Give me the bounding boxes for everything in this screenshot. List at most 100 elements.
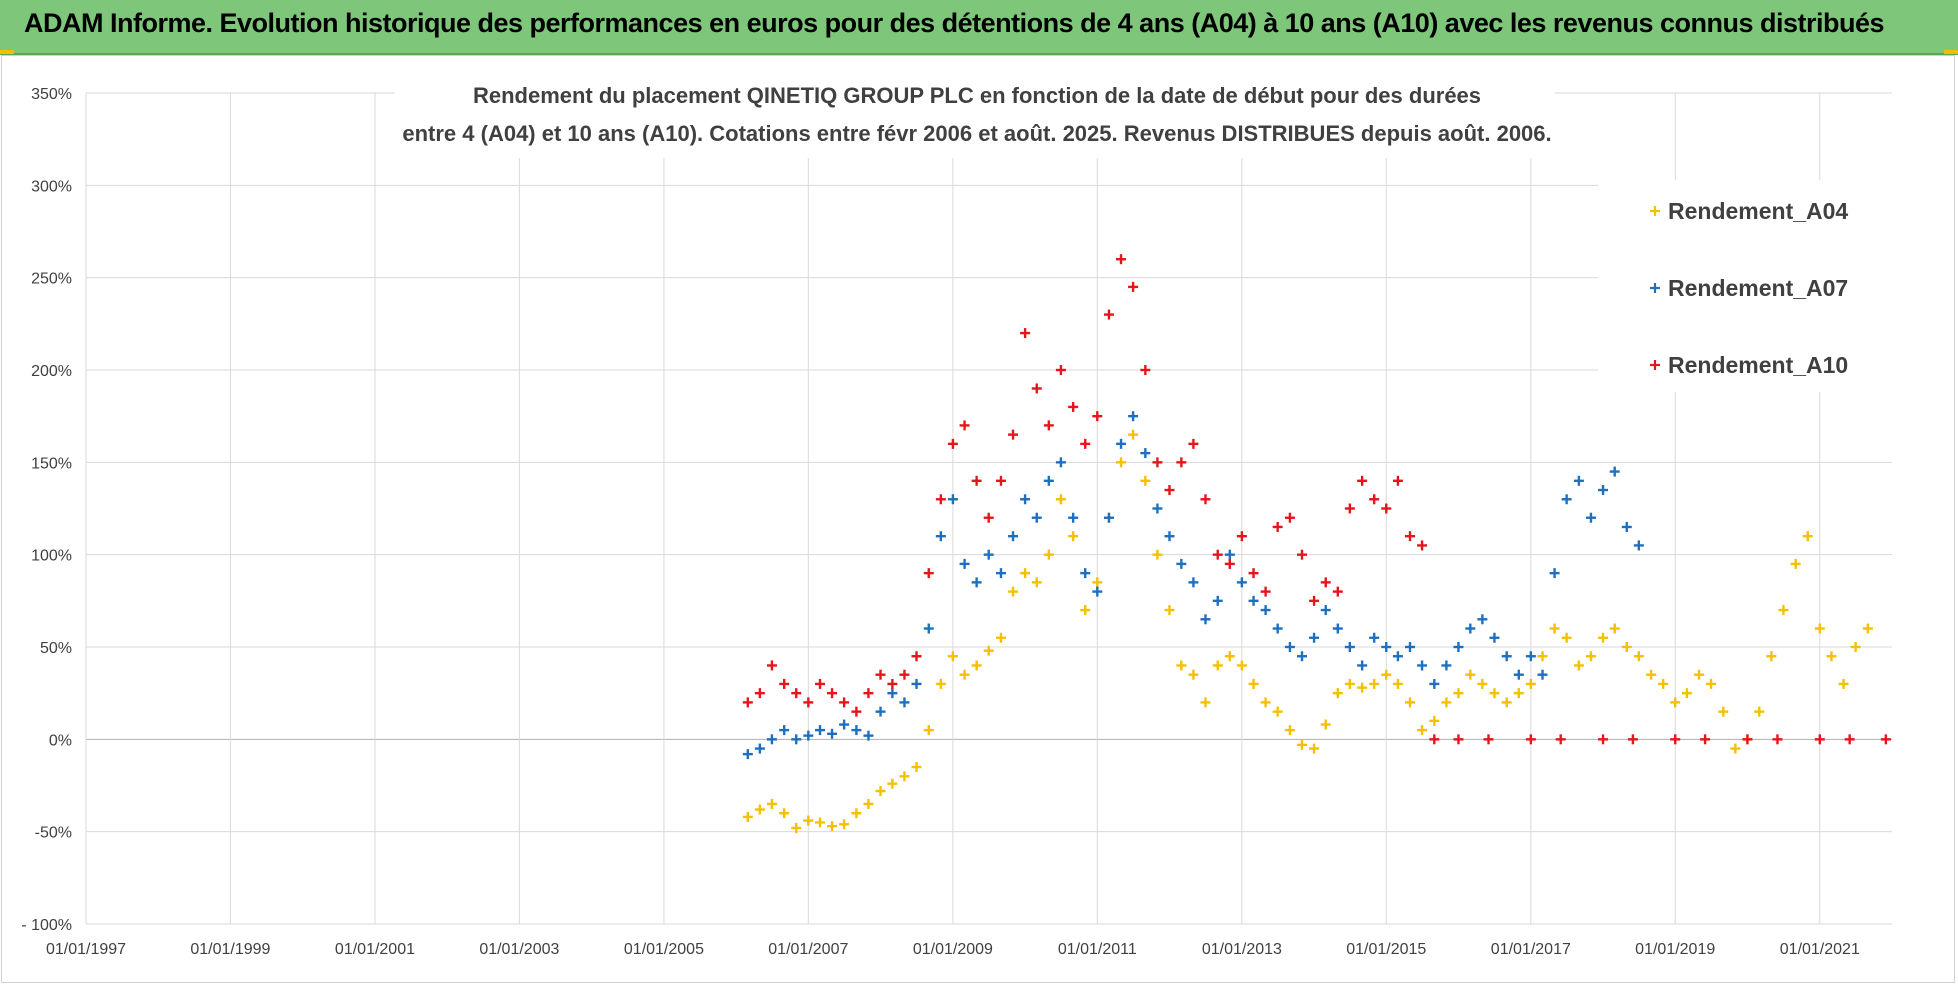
data-point-Rendement_A07: [887, 688, 898, 699]
data-point-Rendement_A07: [1152, 503, 1163, 514]
data-point-Rendement_A07: [1429, 678, 1440, 689]
data-point-Rendement_A07: [1609, 466, 1620, 477]
data-point-Rendement_A07: [851, 725, 862, 736]
data-point-Rendement_A10: [1555, 734, 1566, 745]
data-point-Rendement_A07: [1068, 512, 1079, 523]
data-point-Rendement_A10: [1080, 438, 1091, 449]
data-point-Rendement_A07: [1128, 411, 1139, 422]
data-point-Rendement_A07: [1453, 642, 1464, 652]
banner-corner-mark-right: [1944, 50, 1958, 54]
data-point-Rendement_A04: [1598, 632, 1609, 643]
data-point-Rendement_A10: [1483, 734, 1494, 745]
data-point-Rendement_A04: [1224, 651, 1235, 662]
data-point-Rendement_A10: [1008, 429, 1019, 440]
data-point-Rendement_A04: [1681, 688, 1692, 699]
data-point-Rendement_A07: [863, 730, 874, 741]
data-point-Rendement_A10: [754, 688, 765, 699]
data-point-Rendement_A10: [766, 660, 777, 671]
chart-series: [742, 254, 1891, 833]
x-tick-label: 01/01/2007: [768, 941, 848, 958]
data-point-Rendement_A04: [1236, 660, 1247, 671]
y-tick-label: 0%: [49, 732, 72, 749]
data-point-Rendement_A07: [1489, 632, 1500, 643]
data-point-Rendement_A10: [1404, 531, 1415, 542]
data-point-Rendement_A10: [1844, 734, 1855, 745]
data-point-Rendement_A04: [1693, 669, 1704, 680]
data-point-Rendement_A04: [1344, 678, 1355, 689]
y-tick-label: 200%: [31, 363, 72, 380]
data-point-Rendement_A04: [1730, 743, 1741, 754]
data-point-Rendement_A10: [1200, 494, 1211, 505]
y-tick-label: 250%: [31, 271, 72, 288]
data-point-Rendement_A04: [1020, 568, 1031, 579]
data-point-Rendement_A10: [1814, 734, 1825, 745]
x-tick-label: 01/01/1999: [190, 941, 270, 958]
data-point-Rendement_A04: [1718, 706, 1729, 717]
x-tick-label: 01/01/2015: [1346, 941, 1426, 958]
data-point-Rendement_A10: [1525, 734, 1536, 745]
data-point-Rendement_A10: [1381, 503, 1392, 514]
data-point-Rendement_A10: [959, 420, 970, 431]
data-point-Rendement_A04: [1176, 660, 1187, 671]
data-point-Rendement_A04: [1670, 697, 1681, 708]
data-point-Rendement_A10: [742, 697, 753, 708]
data-point-Rendement_A07: [827, 728, 838, 739]
data-point-Rendement_A10: [1392, 475, 1403, 486]
data-point-Rendement_A04: [1814, 623, 1825, 634]
data-point-Rendement_A07: [899, 697, 910, 708]
data-point-Rendement_A10: [814, 678, 825, 689]
x-tick-label: 01/01/1997: [46, 941, 126, 958]
data-point-Rendement_A10: [1417, 540, 1428, 551]
chart-title-background: [395, 76, 1555, 158]
data-point-Rendement_A07: [1561, 494, 1572, 505]
data-point-Rendement_A04: [1633, 651, 1644, 662]
data-point-Rendement_A04: [1116, 457, 1127, 468]
data-point-Rendement_A10: [1296, 549, 1307, 560]
data-point-Rendement_A07: [1272, 623, 1283, 634]
legend-marker: [1650, 283, 1660, 293]
data-point-Rendement_A04: [1128, 429, 1139, 440]
data-point-Rendement_A04: [1850, 642, 1861, 652]
data-point-Rendement_A10: [1742, 734, 1753, 745]
data-point-Rendement_A10: [1236, 531, 1247, 542]
data-point-Rendement_A10: [1152, 457, 1163, 468]
data-point-Rendement_A04: [911, 762, 922, 773]
data-point-Rendement_A10: [1140, 365, 1151, 375]
data-point-Rendement_A10: [995, 475, 1006, 486]
y-tick-label: - 100%: [21, 917, 72, 934]
data-point-Rendement_A04: [1212, 660, 1223, 671]
data-point-Rendement_A10: [1260, 586, 1271, 597]
data-point-Rendement_A07: [1573, 475, 1584, 486]
data-point-Rendement_A07: [1116, 438, 1127, 449]
data-point-Rendement_A07: [1381, 642, 1392, 652]
data-point-Rendement_A07: [1248, 595, 1259, 606]
report-title: ADAM Informe. Evolution historique des p…: [24, 8, 1885, 38]
data-point-Rendement_A10: [1055, 365, 1066, 375]
data-point-Rendement_A04: [1513, 688, 1524, 699]
data-point-Rendement_A10: [791, 688, 802, 699]
data-point-Rendement_A04: [1357, 682, 1368, 693]
data-point-Rendement_A04: [1862, 623, 1873, 634]
x-tick-label: 01/01/2011: [1058, 941, 1137, 958]
report-banner: ADAM Informe. Evolution historique des p…: [0, 0, 1958, 55]
data-point-Rendement_A10: [1700, 734, 1711, 745]
x-tick-label: 01/01/2003: [479, 941, 559, 958]
data-point-Rendement_A04: [1320, 719, 1331, 730]
data-point-Rendement_A04: [1188, 669, 1199, 680]
x-tick-label: 01/01/2017: [1491, 941, 1571, 958]
data-point-Rendement_A10: [1429, 734, 1440, 745]
data-point-Rendement_A04: [935, 678, 946, 689]
data-point-Rendement_A07: [1309, 632, 1320, 643]
data-point-Rendement_A07: [1031, 512, 1042, 523]
data-point-Rendement_A04: [1441, 697, 1452, 708]
data-point-Rendement_A10: [899, 669, 910, 680]
data-point-Rendement_A04: [1802, 531, 1813, 542]
data-point-Rendement_A04: [959, 669, 970, 680]
data-point-Rendement_A10: [935, 494, 946, 505]
data-point-Rendement_A04: [1465, 669, 1476, 680]
data-point-Rendement_A07: [875, 706, 886, 717]
data-point-Rendement_A04: [1309, 743, 1320, 754]
data-point-Rendement_A07: [1392, 651, 1403, 662]
data-point-Rendement_A07: [1164, 531, 1175, 542]
